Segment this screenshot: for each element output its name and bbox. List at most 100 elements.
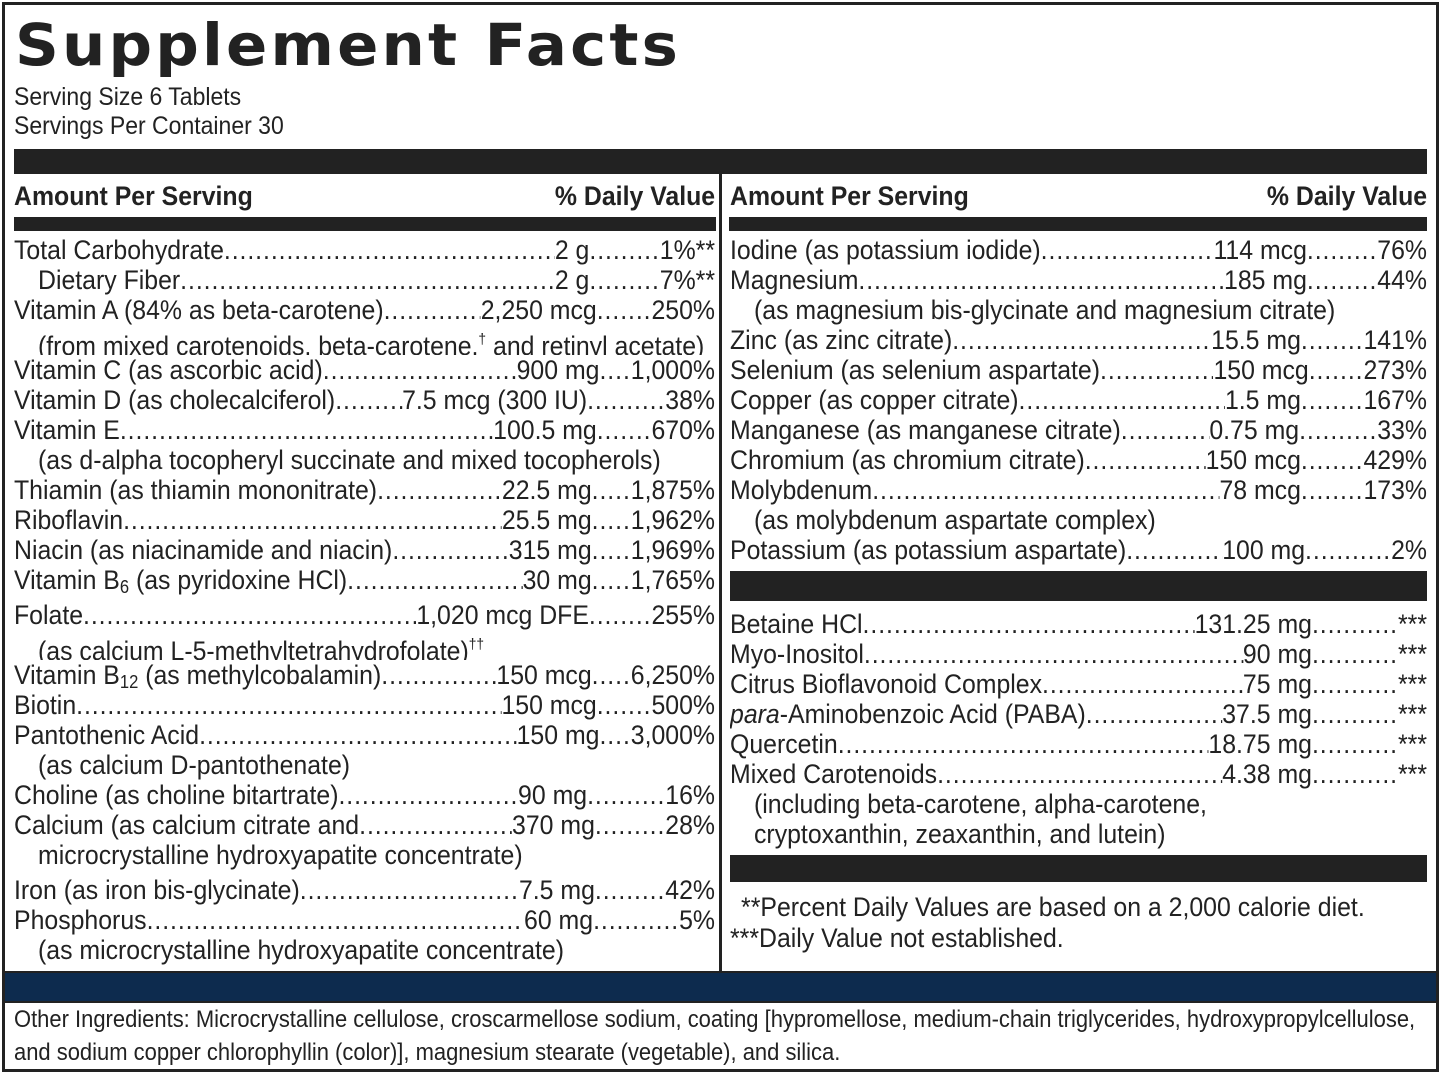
nutrient-name: Magnesium <box>730 265 858 295</box>
note-text: microcrystalline hydroxyapatite concentr… <box>38 840 523 870</box>
leader-dots: ..... <box>591 475 631 505</box>
nutrient-name-text: Selenium (as selenium aspartate) <box>730 355 1101 385</box>
nutrient-name: Myo-Inositol <box>730 639 864 669</box>
nutrient-source-note: (as calcium L-5-methyltetrahydrofolate)†… <box>14 630 715 660</box>
leader-dots <box>300 875 519 905</box>
nutrient-row: Myo-Inositol 90 mg...........*** <box>730 639 1427 669</box>
nutrient-amount: 370 mg <box>512 810 595 840</box>
daily-value-percent: 1,969% <box>630 535 715 565</box>
nutrient-name-text: Vitamin D (as cholecalciferol) <box>14 385 336 415</box>
nutrient-row: Potassium (as potassium aspartate) 100 m… <box>730 535 1427 565</box>
nutrient-row: Riboflavin 25.5 mg.....1,962% <box>14 505 715 535</box>
footnote-percent-daily-value: **Percent Daily Values are based on a 2,… <box>741 892 1365 922</box>
nutrient-row: Niacin (as niacinamide and niacin) 315 m… <box>14 535 715 565</box>
nutrient-amount: 90 mg <box>1242 639 1312 669</box>
nutrient-row: para-Aminobenzoic Acid (PABA) 37.5 mg....… <box>730 699 1427 729</box>
nutrient-amount: 7.5 mcg (300 IU) <box>402 385 588 415</box>
daily-value-percent: 1,962% <box>630 505 715 535</box>
leader-dots: ........... <box>1311 639 1399 669</box>
nutrient-amount: 900 mg <box>516 355 600 385</box>
nutrient-name-text: Mixed Carotenoids <box>730 759 938 789</box>
leader-dots: ......... <box>1306 235 1378 265</box>
leader-dots: .......... <box>587 780 666 810</box>
leader-dots <box>1126 535 1222 565</box>
nutrient-name-text: Vitamin A (84% as beta-carotene) <box>14 295 384 325</box>
nutrient-name-text: Vitamin B <box>14 660 120 690</box>
leader-dots <box>381 660 496 690</box>
nutrient-name-text: Choline (as choline bitartrate) <box>14 780 339 810</box>
nutrient-name: para-Aminobenzoic Acid (PABA) <box>730 699 1086 729</box>
nutrient-name: Pantothenic Acid <box>14 720 199 750</box>
leader-dots: ........... <box>1305 535 1392 565</box>
navy-divider-bar <box>5 971 1436 1003</box>
leader-dots: ..... <box>591 660 631 690</box>
leader-dots <box>392 535 508 565</box>
header-divider-bar <box>14 217 716 231</box>
leader-dots: ........ <box>1300 385 1364 415</box>
nutrient-row: Vitamin D (as cholecalciferol) 7.5 mcg (… <box>14 385 715 415</box>
nutrient-row: Iron (as iron bis-glycinate) 7.5 mg......… <box>14 875 715 905</box>
nutrient-name-text: Myo-Inositol <box>730 639 864 669</box>
mineral-rows: Iodine (as potassium iodide) 114 mcg.....… <box>730 235 1427 565</box>
nutrient-row: Zinc (as zinc citrate) 15.5 mg........14… <box>730 325 1427 355</box>
leader-dots: ..... <box>591 535 631 565</box>
nutrient-name-text: Vitamin C (as ascorbic acid) <box>14 355 323 385</box>
nutrient-row: Mixed Carotenoids 4.38 mg...........*** <box>730 759 1427 789</box>
daily-value-percent: 3,000% <box>630 720 715 750</box>
nutrient-amount: 150 mcg <box>496 660 592 690</box>
nutrient-name-text: Phosphorus <box>14 905 147 935</box>
nutrient-row: Quercetin 18.75 mg...........*** <box>730 729 1427 759</box>
leader-dots: ........ <box>1300 325 1364 355</box>
nutrient-name: Total Carbohydrate <box>14 235 224 265</box>
nutrient-name: Iron (as iron bis-glycinate) <box>14 875 300 905</box>
nutrient-name-text: Vitamin E <box>14 415 120 445</box>
amount-per-serving-heading: Amount Per Serving <box>730 181 969 211</box>
left-nutrient-rows: Total Carbohydrate 2 g.........1%**Dieta… <box>14 235 715 965</box>
nutrient-source-note: (as magnesium bis-glycinate and magnesiu… <box>730 295 1427 325</box>
daily-value-percent: 2% <box>1391 535 1427 565</box>
nutrient-row: Vitamin E 100.5 mg....... 670% <box>14 415 715 445</box>
servings-per-container: Servings Per Container 30 <box>14 112 284 140</box>
nutrient-row: Copper (as copper citrate) 1.5 mg.......… <box>730 385 1427 415</box>
note-text: (from mixed carotenoids, beta-carotene, <box>38 331 479 355</box>
daily-value-percent: 16% <box>665 780 715 810</box>
nutrient-amount: 60 mg <box>524 905 594 935</box>
leader-dots: ........ <box>1300 475 1364 505</box>
footnote-dv-not-established: ***Daily Value not established. <box>730 923 1064 953</box>
nutrient-name: Molybdenum <box>730 475 872 505</box>
nutrient-amount: 100 mg <box>1222 535 1306 565</box>
leader-dots <box>838 729 1209 759</box>
nutrient-amount: 131.25 mg <box>1194 609 1312 639</box>
leader-dots <box>347 565 522 595</box>
nutrient-name: Vitamin C (as ascorbic acid) <box>14 355 323 385</box>
leader-dots: .......... <box>1299 415 1378 445</box>
leader-dots: ........... <box>1311 669 1399 699</box>
leader-dots <box>377 475 502 505</box>
daily-value-percent: *** <box>1398 609 1427 639</box>
nutrient-amount: 15.5 mg <box>1211 325 1301 355</box>
nutrient-amount: 315 mg <box>508 535 592 565</box>
serving-size: Serving Size 6 Tablets <box>14 83 242 111</box>
nutrient-amount: 150 mcg <box>1213 355 1309 385</box>
note-text: (as molybdenum aspartate complex) <box>754 505 1156 535</box>
daily-value-percent: 33% <box>1377 415 1427 445</box>
nutrient-name: Potassium (as potassium aspartate) <box>730 535 1126 565</box>
daily-value-percent: *** <box>1398 699 1427 729</box>
nutrient-amount: 185 mg <box>1224 265 1307 295</box>
leader-dots: ......... <box>589 235 660 265</box>
daily-value-percent: 5% <box>679 905 715 935</box>
nutrient-name-text: -Aminobenzoic Acid (PABA) <box>779 699 1086 729</box>
nutrient-name-text: Total Carbohydrate <box>14 235 224 265</box>
note-text: (including beta-carotene, alpha-carotene… <box>754 789 1207 819</box>
leader-dots <box>864 639 1243 669</box>
note-text: (as microcrystalline hydroxyapatite conc… <box>38 935 564 965</box>
note-text: cryptoxanthin, zeaxanthin, and lutein) <box>754 819 1166 849</box>
nutrient-name-text: Riboflavin <box>14 505 124 535</box>
daily-value-percent: 38% <box>665 385 715 415</box>
nutrient-row: Vitamin A (84% as beta-carotene) 2,250 m… <box>14 295 715 325</box>
leader-dots <box>359 810 512 840</box>
nutrient-source-note: (from mixed carotenoids, beta-carotene,†… <box>14 325 715 355</box>
nutrient-name: Selenium (as selenium aspartate) <box>730 355 1100 385</box>
daily-value-percent: *** <box>1398 669 1427 699</box>
